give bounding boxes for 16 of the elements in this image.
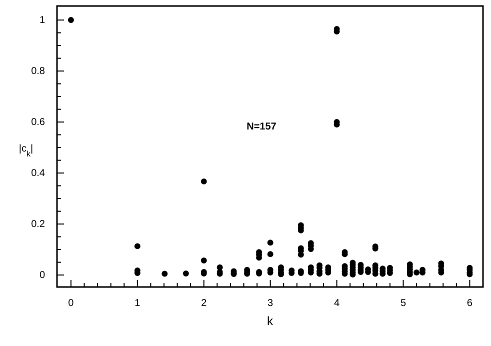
x-tick-label: 0	[68, 298, 74, 310]
y-tick-label: 1	[39, 15, 46, 26]
y-tick-label: 0	[39, 270, 46, 282]
x-tick-label: 2	[201, 298, 208, 310]
y-tick-label: 0.8	[31, 66, 46, 78]
annotation: N=157	[246, 122, 277, 133]
x-axis-title: k	[267, 314, 274, 328]
y-tick-label: 0.2	[31, 219, 46, 230]
y-axis-title: |c$_{k}$|	[18, 144, 34, 158]
x-tick-label: 3	[268, 298, 274, 310]
x-tick-label: 1	[134, 298, 141, 310]
y-tick-label: 0.6	[31, 117, 46, 128]
x-tick-label: 6	[466, 298, 473, 310]
x-tick-label: 4	[334, 298, 340, 310]
x-tick-label: 5	[400, 298, 406, 310]
y-tick-label: 0.4	[31, 168, 46, 180]
